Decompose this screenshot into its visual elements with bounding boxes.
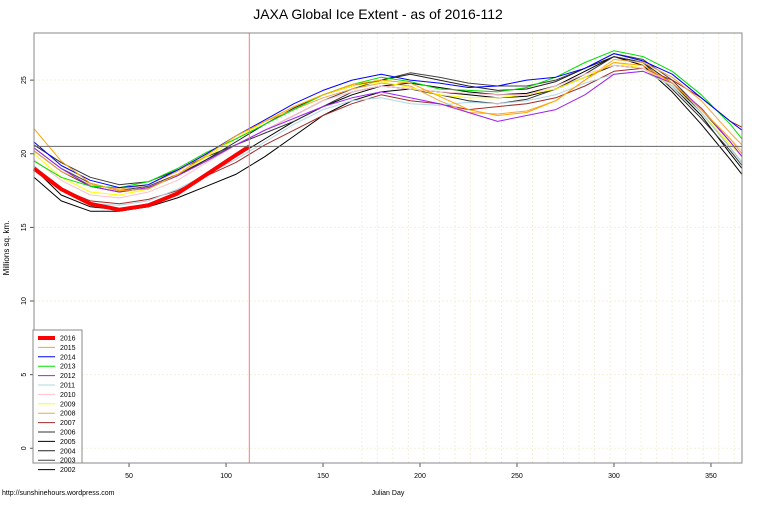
x-tick-label: 150 — [317, 473, 329, 480]
series-lines — [32, 50, 743, 212]
legend-label-2015: 2015 — [60, 345, 76, 352]
legend-label-2006: 2006 — [60, 430, 76, 437]
legend-label-2013: 2013 — [60, 364, 76, 371]
y-tick-label: 15 — [21, 223, 28, 231]
chart-title: JAXA Global Ice Extent - as of 2016-112 — [253, 6, 503, 22]
legend-label-2012: 2012 — [60, 373, 76, 380]
legend-label-2003: 2003 — [60, 458, 76, 465]
legend-box — [32, 329, 83, 464]
plot-frame — [33, 32, 743, 464]
x-tick-label: 350 — [705, 473, 717, 480]
series-line-2016 — [32, 144, 251, 212]
legend-label-2007: 2007 — [60, 420, 76, 427]
series-line-2005 — [33, 56, 743, 211]
series-line-2003 — [33, 53, 743, 192]
legend-label-2005: 2005 — [60, 439, 76, 446]
legend-label-2008: 2008 — [60, 411, 76, 418]
series-line-2013 — [33, 50, 743, 189]
y-tick-label: 0 — [21, 446, 28, 450]
legend-label-2009: 2009 — [60, 401, 76, 408]
series-line-2014 — [33, 53, 743, 189]
x-axis-label: Julian Day — [372, 490, 405, 497]
y-tick-label: 25 — [21, 76, 28, 84]
series-line-2007 — [33, 67, 743, 205]
series-line-2012 — [33, 70, 743, 193]
legend-label-2014: 2014 — [60, 354, 76, 361]
x-tick-label: 100 — [220, 473, 232, 480]
series-line-2004 — [33, 56, 743, 193]
y-tick-label: 20 — [21, 150, 28, 158]
y-tick-label: 5 — [21, 373, 28, 377]
series-line-2010 — [33, 64, 743, 199]
legend-label-2004: 2004 — [60, 448, 76, 455]
series-line-2009 — [33, 62, 743, 196]
credit-text: http://sunshinehours.wordpress.com — [2, 490, 115, 497]
x-tick-label: 250 — [511, 473, 523, 480]
series-line-2015 — [33, 62, 743, 192]
y-axis-label: Millions sq. km. — [2, 221, 11, 276]
x-tick-label: 200 — [414, 473, 426, 480]
x-tick-label: 300 — [608, 473, 620, 480]
legend: 2016 2015 2014 2013 2012 2011 2010 2009 2008 2007… — [32, 329, 83, 474]
legend-label-2016: 2016 — [60, 336, 76, 343]
legend-label-2002: 2002 — [60, 467, 76, 474]
axes: 50 100 150 200 250 300 350 0 5 10 15 20 25 — [21, 33, 742, 480]
y-tick-label: 10 — [21, 297, 28, 305]
x-tick-label: 50 — [125, 473, 133, 480]
grid — [34, 33, 742, 463]
legend-label-2010: 2010 — [60, 392, 76, 399]
legend-label-2011: 2011 — [60, 383, 75, 390]
